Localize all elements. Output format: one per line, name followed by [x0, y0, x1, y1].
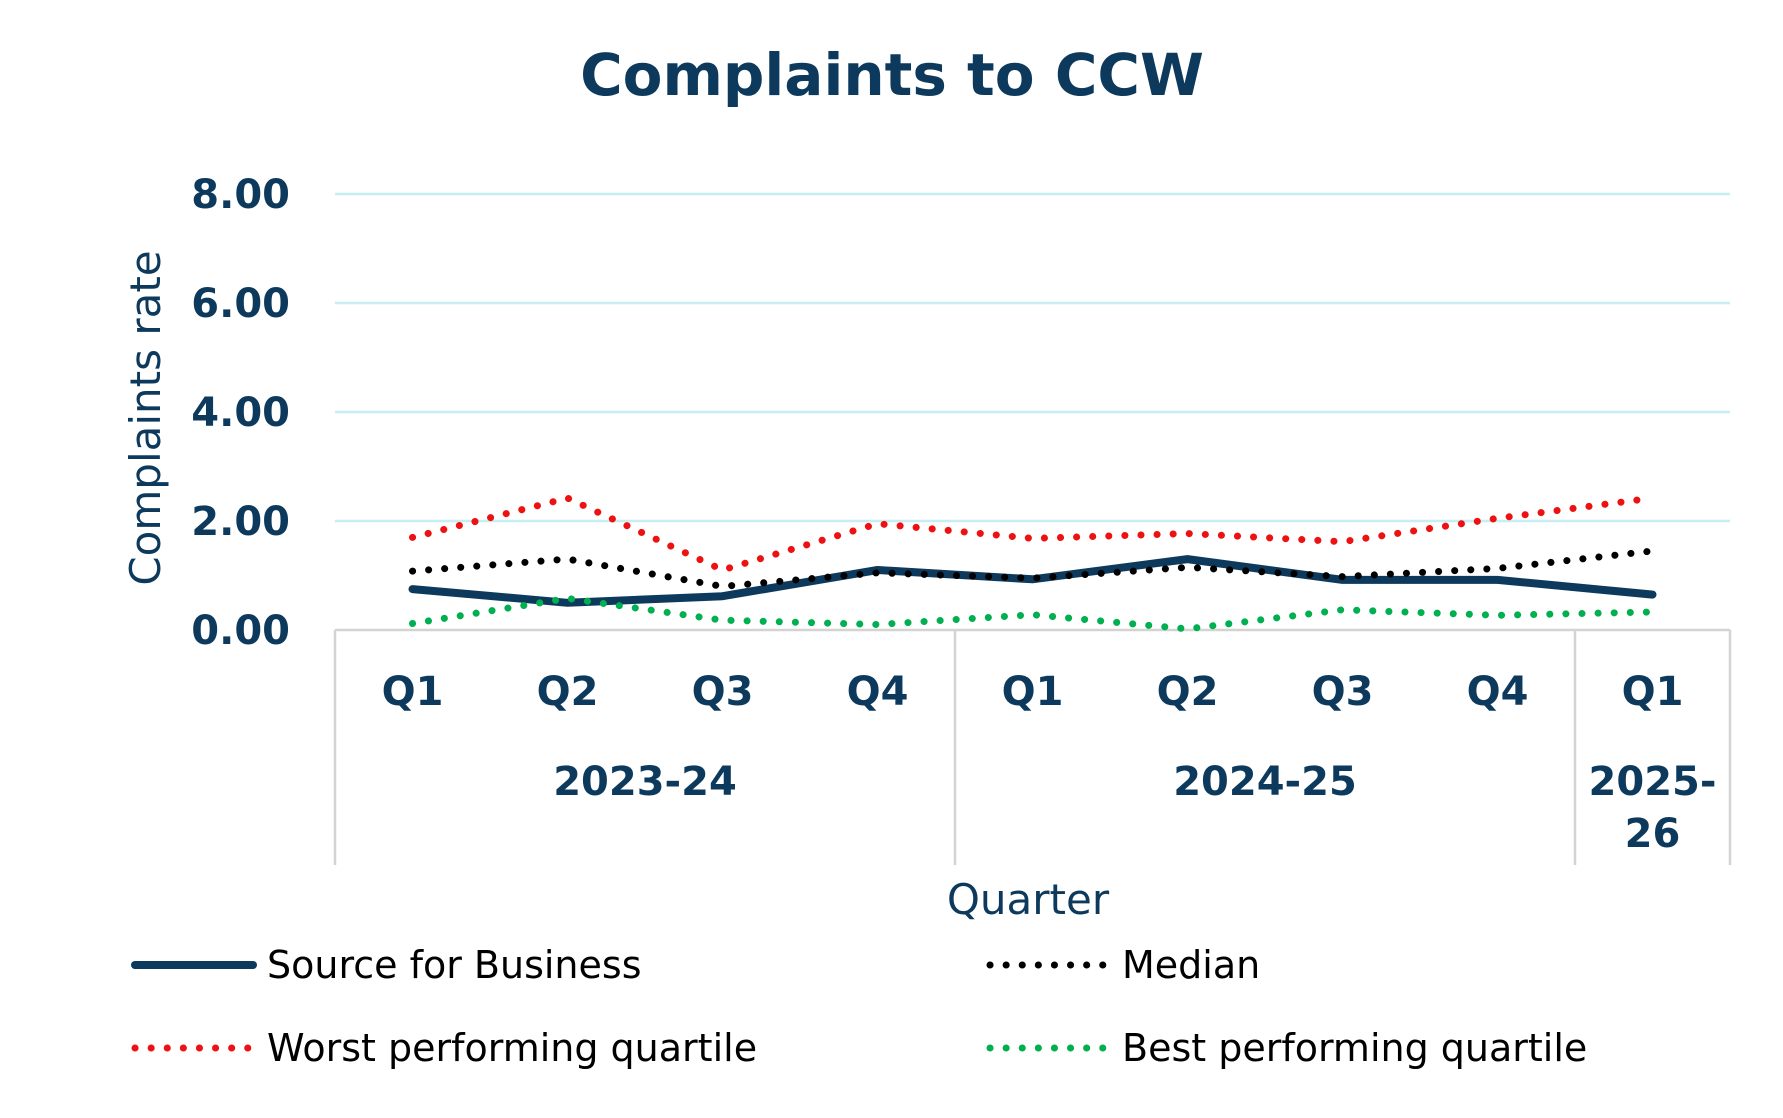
series-line-best-performing-quartile	[409, 594, 1656, 633]
y-tick-label: 6.00	[191, 281, 290, 327]
y-axis-label: Complaints rate	[121, 250, 170, 585]
series-line-median	[409, 547, 1656, 590]
series-lines	[408, 494, 1657, 633]
group-label: 2024-25	[1173, 759, 1357, 805]
x-tick-label: Q4	[847, 669, 909, 715]
x-axis-label: Quarter	[947, 875, 1110, 924]
x-tick-label: Q1	[1002, 669, 1064, 715]
legend: Source for Business Median Worst performin…	[131, 943, 1587, 1070]
chart-title: Complaints to CCW	[580, 41, 1204, 109]
y-tick-label: 0.00	[191, 608, 290, 654]
y-tick-labels: 0.00 2.00 4.00 6.00 8.00	[191, 172, 290, 654]
x-tick-label: Q4	[1467, 669, 1529, 715]
x-tick-label: Q2	[537, 669, 599, 715]
x-tick-label: Q1	[382, 669, 444, 715]
x-tick-label: Q2	[1157, 669, 1219, 715]
x-tick-label: Q3	[1312, 669, 1374, 715]
series-line-worst-performing-quartile	[409, 494, 1656, 574]
x-tick-label: Q1	[1622, 669, 1684, 715]
group-label: 2023-24	[553, 759, 737, 805]
legend-label: Median	[1122, 943, 1260, 987]
legend-label: Worst performing quartile	[267, 1026, 757, 1070]
x-tick-label: Q3	[692, 669, 754, 715]
legend-label: Best performing quartile	[1122, 1026, 1587, 1070]
legend-label: Source for Business	[267, 943, 642, 987]
gridlines	[335, 192, 1730, 523]
series-line-source-for-business	[408, 555, 1657, 607]
group-label: 2025-26	[1589, 759, 1717, 857]
y-tick-label: 8.00	[191, 172, 290, 218]
y-tick-label: 4.00	[191, 390, 290, 436]
x-axis: Q1 Q2 Q3 Q4 Q1 Q2 Q3 Q4 Q1 2023-24 2024-25 2025-26	[333, 628, 1732, 865]
y-tick-label: 2.00	[191, 499, 290, 545]
